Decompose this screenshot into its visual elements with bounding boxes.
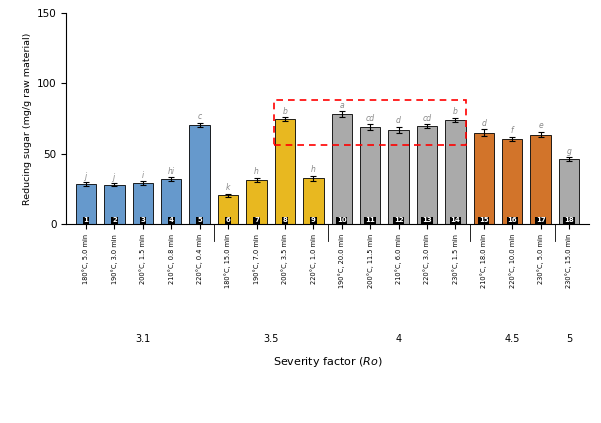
Text: i: i — [142, 171, 144, 180]
Bar — [559, 159, 579, 224]
Text: 8: 8 — [282, 217, 287, 223]
X-axis label: Severity factor ($\it{Ro}$): Severity factor ($\it{Ro}$) — [273, 355, 382, 369]
Bar — [360, 127, 380, 224]
Text: d: d — [481, 118, 486, 128]
Text: 3.1: 3.1 — [135, 334, 150, 344]
Bar — [246, 180, 267, 224]
Text: 12: 12 — [394, 217, 403, 223]
Text: 17: 17 — [536, 217, 546, 223]
Bar — [502, 139, 522, 224]
Bar — [445, 120, 466, 224]
Text: hi: hi — [168, 167, 175, 176]
Text: 6: 6 — [226, 217, 230, 223]
Text: 4: 4 — [169, 217, 174, 223]
Text: h: h — [254, 167, 259, 176]
Text: 13: 13 — [422, 217, 432, 223]
Text: 3.5: 3.5 — [263, 334, 278, 344]
Text: 7: 7 — [254, 217, 259, 223]
Bar — [189, 125, 210, 224]
Text: b: b — [282, 107, 287, 115]
Bar — [388, 130, 409, 224]
Text: j: j — [85, 172, 87, 181]
Text: cd: cd — [365, 114, 375, 123]
Text: g: g — [567, 147, 572, 156]
Text: 2: 2 — [112, 217, 117, 223]
Bar — [161, 179, 182, 224]
Text: 11: 11 — [365, 217, 375, 223]
Text: e: e — [538, 121, 543, 130]
Text: 15: 15 — [479, 217, 489, 223]
Text: c: c — [198, 112, 202, 121]
Text: b: b — [453, 107, 458, 116]
Text: cd: cd — [423, 114, 432, 123]
Text: d: d — [396, 116, 401, 126]
Text: h: h — [311, 165, 316, 174]
Text: k: k — [226, 184, 230, 192]
Text: 18: 18 — [564, 217, 574, 223]
Bar — [531, 135, 551, 224]
Bar — [218, 195, 239, 224]
Text: 3: 3 — [141, 217, 145, 223]
Text: 1: 1 — [84, 217, 88, 223]
Bar — [416, 126, 438, 224]
Y-axis label: Reducing sugar (mg/g raw material): Reducing sugar (mg/g raw material) — [23, 32, 32, 205]
Text: f: f — [511, 126, 514, 135]
Bar — [275, 119, 295, 224]
Bar — [76, 184, 96, 224]
Text: 10: 10 — [337, 217, 347, 223]
Text: 9: 9 — [311, 217, 316, 223]
Bar — [104, 185, 124, 224]
Text: 4: 4 — [395, 334, 401, 344]
Bar — [474, 132, 494, 224]
Text: 5: 5 — [566, 334, 572, 344]
Bar — [303, 179, 323, 224]
Text: j: j — [114, 173, 115, 182]
Text: 4.5: 4.5 — [505, 334, 520, 344]
Text: 16: 16 — [507, 217, 517, 223]
Text: 14: 14 — [451, 217, 460, 223]
Bar — [133, 183, 153, 224]
Bar — [332, 114, 352, 224]
Text: a: a — [340, 101, 344, 110]
Text: 5: 5 — [197, 217, 202, 223]
